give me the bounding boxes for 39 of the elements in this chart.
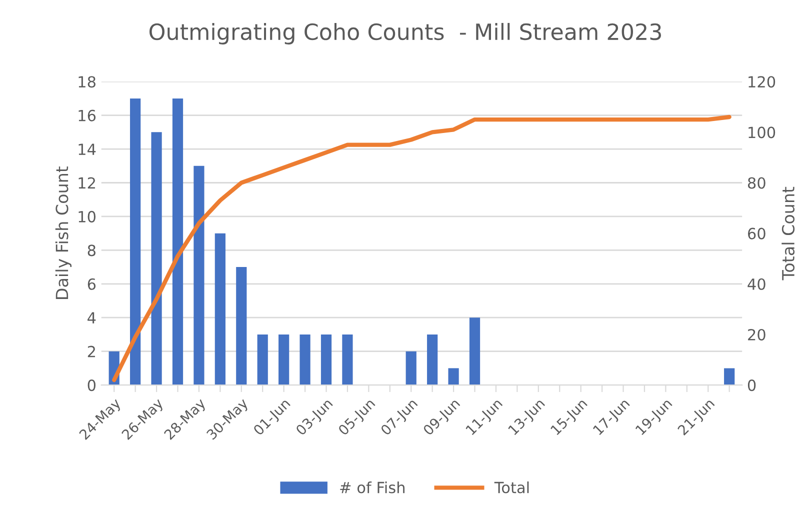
bar	[172, 98, 184, 386]
y2-tick-label: 120	[748, 76, 776, 88]
bar	[214, 233, 226, 386]
y-tick-label: 8	[88, 244, 96, 256]
y-tick-label: 16	[78, 110, 96, 122]
y-tick-label: 12	[78, 177, 95, 189]
y-tick-label: 6	[88, 278, 96, 290]
y2-tick-label: 60	[748, 228, 766, 240]
y-tick-label: 10	[78, 210, 96, 222]
bar	[257, 334, 268, 386]
bar	[194, 166, 204, 386]
y-tick-label: 14	[78, 144, 96, 155]
y2-tick-label: 80	[748, 177, 766, 189]
bar	[278, 334, 290, 386]
bar	[342, 334, 353, 386]
y2-tick-label: 20	[748, 328, 766, 340]
y2-tick-label: 100	[748, 126, 776, 138]
y-tick-label: 2	[88, 346, 95, 358]
bar	[300, 334, 310, 386]
y-axis-title: Daily Fish Count	[55, 166, 72, 299]
bar	[406, 351, 416, 386]
bar	[130, 98, 141, 386]
chart-title: Outmigrating Coho Counts - Mill Stream 2023	[149, 22, 661, 44]
y2-axis-title: Total Count	[782, 186, 795, 280]
bar	[448, 368, 459, 386]
bar	[151, 132, 162, 386]
line-series	[112, 114, 732, 382]
y-tick-label: 18	[78, 76, 96, 88]
legend-label: Total	[494, 481, 529, 494]
y2-tick-label: 0	[748, 380, 756, 392]
y-tick-label: 4	[88, 312, 96, 324]
y2-tick-label: 40	[748, 278, 766, 290]
y-tick-label: 0	[88, 380, 96, 392]
bar	[236, 267, 247, 386]
bar	[469, 318, 480, 386]
bar	[320, 334, 332, 386]
legend-label: # of Fish	[340, 481, 404, 494]
bar	[427, 334, 438, 386]
bar	[724, 368, 735, 386]
